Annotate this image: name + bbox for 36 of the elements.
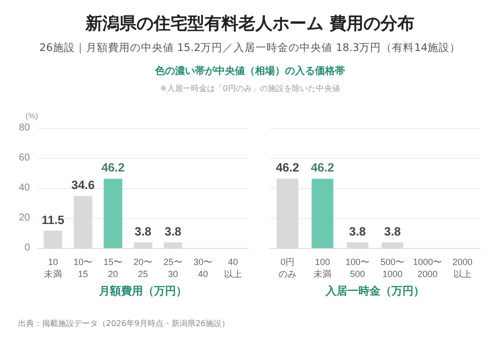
- y-tick-label: 20: [18, 212, 30, 224]
- data-label: 46.2: [101, 160, 125, 175]
- data-label: 46.2: [276, 160, 300, 175]
- x-tick-label: 100 未満: [314, 257, 332, 279]
- text: 色の濃い帯が中央値（相場）の入る価格帯: [154, 64, 346, 78]
- x-tick-label: 10 未満: [44, 257, 62, 279]
- y-axis-title: (%): [26, 112, 38, 120]
- chart-title: 新潟県の住宅型有料老人ホーム 費用の分布: [84, 13, 416, 35]
- x-tick-label: 2000 以上: [452, 257, 473, 279]
- x-tick-label: 100〜 500: [345, 257, 370, 279]
- x-tick-label: 10〜 15: [73, 257, 93, 279]
- data-label: 3.8: [164, 224, 182, 238]
- data-label: 11.5: [42, 212, 65, 227]
- x-tick-label: 500〜 1000: [380, 257, 405, 279]
- bar: [104, 178, 122, 248]
- x-tick-label: 0円のみ: [278, 257, 296, 279]
- data-label: 3.8: [384, 224, 402, 238]
- text: ※入居一時金は「0円のみ」の施設を除いた中央値: [159, 83, 341, 94]
- x-tick-label: 1000〜 2000: [412, 257, 442, 279]
- x-axis-title: 入居一時金（万円）: [324, 284, 424, 298]
- x-tick-label: 30〜 40: [193, 257, 213, 279]
- data-label: 46.2: [310, 160, 334, 175]
- y-tick-label: 60: [18, 152, 30, 164]
- y-tick-label: 0: [24, 242, 30, 254]
- data-label: 34.6: [71, 178, 95, 192]
- x-tick-label: 20〜 25: [133, 257, 153, 279]
- data-label: 3.8: [349, 224, 366, 238]
- y-tick-label: 80: [18, 122, 30, 134]
- x-tick-label: 25〜 30: [163, 257, 183, 279]
- data-label: 3.8: [134, 224, 152, 238]
- source-note: 出典：掲載施設データ（2026年9月時点・新潟県26施設）: [18, 318, 230, 329]
- y-tick-label: 40: [18, 182, 30, 194]
- x-tick-label: 40 以上: [224, 257, 242, 279]
- x-tick-label: 15〜 20: [103, 257, 123, 279]
- x-axis-title: 月額費用（万円）: [98, 284, 187, 298]
- chart-subtitle: 26施設｜月額費用の中央値 15.2万円／入居一時金の中央値 18.3万円（有料14施設）: [38, 41, 462, 55]
